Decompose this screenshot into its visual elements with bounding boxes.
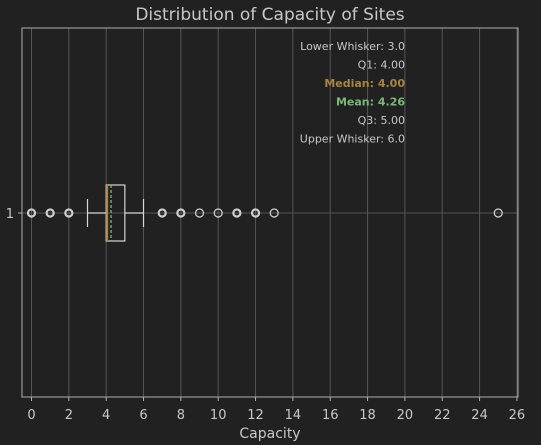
outlier-point-overlap	[233, 209, 241, 217]
outlier-point	[493, 208, 503, 218]
x-tick-label: 12	[247, 408, 264, 423]
x-tick-label: 8	[177, 408, 185, 423]
x-tick-label: 0	[27, 408, 35, 423]
outlier-point	[194, 208, 205, 218]
outlier-point-overlap	[65, 209, 73, 217]
x-axis-label: Capacity	[239, 426, 300, 442]
outlier-point	[250, 208, 261, 218]
annotation-mean: Mean: 4.26	[336, 96, 405, 109]
outlier-point-overlap	[46, 209, 54, 217]
y-tick-label: 1	[6, 207, 14, 222]
outlier-point	[213, 208, 223, 218]
outlier-point	[45, 208, 55, 218]
outlier-point-overlap	[158, 209, 166, 217]
outlier-point-overlap	[252, 209, 260, 217]
x-tick-label: 20	[397, 408, 414, 423]
annotation-median: Median: 4.00	[324, 77, 405, 90]
x-tick-label: 2	[65, 408, 73, 423]
annotation-q3: Q3: 5.00	[358, 114, 405, 127]
x-tick-label: 16	[322, 408, 339, 423]
x-tick-label: 22	[434, 408, 451, 423]
outlier-point-overlap	[177, 209, 185, 217]
annotation-lower-whisker: Lower Whisker: 3.0	[300, 40, 405, 53]
chart-title: Distribution of Capacity of Sites	[135, 5, 404, 25]
outlier-point	[269, 208, 279, 218]
x-tick-label: 18	[359, 408, 376, 423]
x-tick-label: 24	[471, 408, 488, 423]
box-plot	[26, 184, 503, 242]
x-tick-label: 14	[285, 408, 302, 423]
outlier-point	[232, 208, 242, 218]
outlier-point-overlap	[28, 209, 35, 217]
x-tick-label: 6	[139, 408, 147, 423]
x-tick-label: 26	[509, 408, 526, 423]
outlier-point	[157, 208, 167, 218]
outlier-point	[26, 208, 37, 218]
outlier-point	[64, 208, 74, 218]
x-tick-label: 4	[102, 408, 110, 423]
stat-annotations: Lower Whisker: 3.0 Q1: 4.00 Median: 4.00 Me…	[300, 40, 406, 146]
x-tick-label: 10	[210, 408, 227, 423]
y-axis-ticks: 1	[6, 207, 22, 222]
outlier-point	[176, 208, 186, 218]
annotation-q1: Q1: 4.00	[358, 59, 405, 72]
annotation-upper-whisker: Upper Whisker: 6.0	[300, 133, 405, 146]
grid-lines	[22, 28, 518, 397]
x-axis-ticks: 0 2 4 6 8 10 12 14 16 18 20 22 24 26	[27, 397, 525, 423]
